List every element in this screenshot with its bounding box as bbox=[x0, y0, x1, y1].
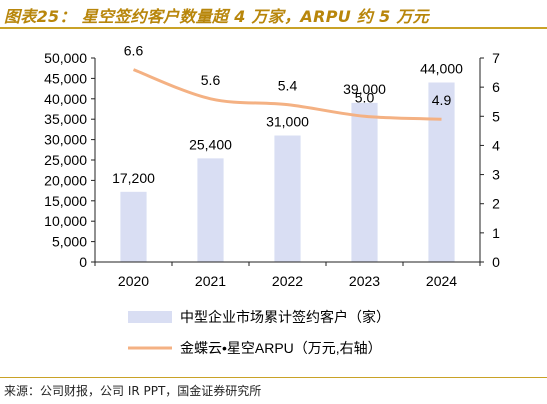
x-tick-label: 2024 bbox=[426, 273, 457, 289]
bars-group bbox=[120, 82, 455, 262]
y-left-tick-label: 25,000 bbox=[44, 152, 87, 168]
bar-data-label: 25,400 bbox=[189, 136, 232, 152]
line-data-label: 4.9 bbox=[432, 92, 452, 108]
bar-2023 bbox=[351, 102, 378, 262]
labels-group: 17,200 25,400 31,000 39,000 44,000 6.6 5.6 5.4 5… bbox=[112, 43, 463, 186]
bar-2024 bbox=[428, 82, 455, 262]
axes-group: 0 5,000 10,000 15,000 20,000 25,000 30,000 35,0… bbox=[44, 50, 500, 289]
y-right-tick-label: 3 bbox=[492, 167, 500, 183]
source-note: 来源：公司财报，公司 IR PPT，国金证券研究所 bbox=[4, 384, 262, 398]
figure-title: 图表25： 星空签约客户数量超 4 万家，ARPU 约 5 万元 bbox=[4, 7, 429, 26]
y-left-tick-label: 45,000 bbox=[44, 70, 87, 86]
legend-group: 中型企业市场累计签约客户（家） 金蝶云•星空ARPU（万元,右轴） bbox=[128, 309, 390, 356]
line-data-label: 6.6 bbox=[124, 43, 144, 59]
x-tick-label: 2022 bbox=[272, 273, 303, 289]
source-rule bbox=[0, 377, 547, 378]
y-right-tick-label: 2 bbox=[492, 196, 500, 212]
line-data-label: 5.0 bbox=[355, 89, 375, 105]
y-right-tick-label: 4 bbox=[492, 137, 500, 153]
y-left-tick-label: 0 bbox=[79, 254, 87, 270]
legend-bar-label: 中型企业市场累计签约客户（家） bbox=[180, 309, 390, 325]
y-right-tick-label: 5 bbox=[492, 108, 500, 124]
line-data-label: 5.6 bbox=[201, 72, 221, 88]
y-left-tick-label: 10,000 bbox=[44, 213, 87, 229]
y-left-tick-label: 15,000 bbox=[44, 193, 87, 209]
y-left-tick-label: 5,000 bbox=[52, 234, 87, 250]
bar-data-label: 44,000 bbox=[420, 60, 463, 76]
y-right-tick-label: 6 bbox=[492, 79, 500, 95]
y-left-tick-label: 35,000 bbox=[44, 111, 87, 127]
bar-data-label: 31,000 bbox=[266, 114, 309, 130]
y-left-tick-label: 50,000 bbox=[44, 50, 87, 66]
line-data-label: 5.4 bbox=[278, 78, 298, 94]
bar-2021 bbox=[197, 158, 224, 262]
x-tick-label: 2020 bbox=[118, 273, 149, 289]
y-right-tick-label: 1 bbox=[492, 225, 500, 241]
line-group bbox=[132, 68, 442, 121]
y-right-tick-label: 0 bbox=[492, 254, 500, 270]
combo-chart: 0 5,000 10,000 15,000 20,000 25,000 30,000 35,0… bbox=[44, 43, 500, 356]
legend-line-label: 金蝶云•星空ARPU（万元,右轴） bbox=[180, 340, 382, 356]
bar-2020 bbox=[120, 191, 147, 262]
y-left-tick-label: 30,000 bbox=[44, 132, 87, 148]
bar-2022 bbox=[274, 135, 301, 262]
y-left-tick-label: 20,000 bbox=[44, 172, 87, 188]
legend-bar-swatch bbox=[128, 311, 172, 323]
bar-data-label: 17,200 bbox=[112, 170, 155, 186]
x-tick-label: 2023 bbox=[349, 273, 380, 289]
bar-data-label: 39,000 bbox=[343, 81, 386, 97]
y-left-tick-label: 40,000 bbox=[44, 91, 87, 107]
title-rule bbox=[0, 27, 547, 29]
x-tick-label: 2021 bbox=[195, 273, 226, 289]
arpu-line bbox=[132, 68, 442, 121]
y-right-tick-label: 7 bbox=[492, 50, 500, 66]
